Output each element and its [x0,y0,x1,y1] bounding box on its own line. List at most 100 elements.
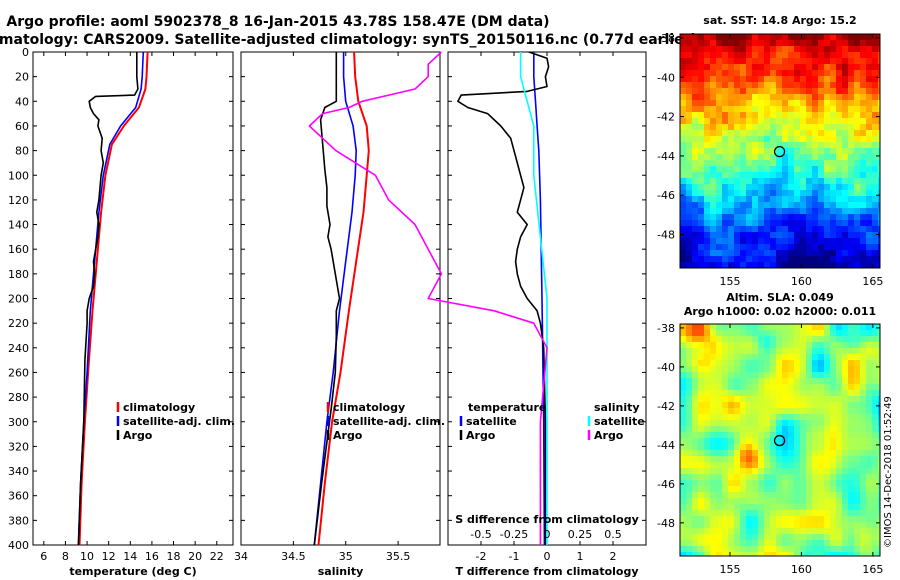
map-cell [872,172,878,178]
map-cell [734,40,740,46]
map-cell [872,190,878,196]
map-cell [746,552,752,556]
map-cell [746,504,752,510]
map-cell [824,438,830,444]
map-cell [692,40,698,46]
map-cell [722,208,728,214]
map-cell [716,112,722,118]
map-cell [752,438,758,444]
map-cell [698,106,704,112]
map-cell [692,462,698,468]
map-cell [872,372,878,378]
map-cell [752,238,758,244]
map-cell [722,82,728,88]
map-cell [758,70,764,76]
map-cell [800,118,806,124]
sla-map-title-2: Argo h1000: 0.02 h2000: 0.011 [684,305,876,318]
map-cell [878,238,880,244]
map-cell [830,76,836,82]
map-cell [752,450,758,456]
map-cell [866,208,872,214]
map-cell [848,498,854,504]
map-cell [878,118,880,124]
map-cell [818,360,824,366]
x-axis-label: T difference from climatology [455,565,638,578]
map-cell [878,220,880,226]
map-cell [806,34,812,40]
map-cell [776,504,782,510]
map-cell [728,468,734,474]
map-cell [716,372,722,378]
map-cell [788,402,794,408]
map-cell [776,136,782,142]
map-cell [818,256,824,262]
map-cell [848,46,854,52]
map-cell [818,330,824,336]
map-cell [710,438,716,444]
map-cell [716,390,722,396]
map-cell [872,534,878,540]
map-cell [698,196,704,202]
map-cell [740,208,746,214]
map-cell [860,46,866,52]
map-cell [836,226,842,232]
map-cell [680,190,686,196]
map-cell [680,324,686,330]
map-cell [704,160,710,166]
map-cell [722,534,728,540]
map-cell [788,552,794,556]
map-cell [788,124,794,130]
map-cell [722,336,728,342]
map-cell [860,136,866,142]
map-cell [758,232,764,238]
map-cell [710,226,716,232]
map-cell [698,354,704,360]
map-cell [728,202,734,208]
map-cell [806,52,812,58]
map-cell [770,226,776,232]
map-cell [776,510,782,516]
map-cell [854,330,860,336]
map-cell [728,372,734,378]
map-cell [824,432,830,438]
map-cell [866,76,872,82]
map-cell [800,256,806,262]
map-cell [722,366,728,372]
map-cell [836,552,842,556]
map-cell [692,330,698,336]
map-cell [746,420,752,426]
map-cell [704,324,710,330]
map-cell [872,262,878,268]
map-cell [848,166,854,172]
map-cell [716,190,722,196]
map-cell [740,396,746,402]
map-cell [722,552,728,556]
map-cell [722,100,728,106]
map-cell [704,552,710,556]
map-cell [710,324,716,330]
map-cell [806,420,812,426]
map-cell [722,426,728,432]
map-cell [806,100,812,106]
map-cell [722,348,728,354]
map-y-tick-label: -40 [657,71,675,84]
map-cell [848,528,854,534]
x-tick-label: 1 [577,550,584,563]
map-cell [680,178,686,184]
map-cell [800,480,806,486]
sla-map-title-1: Altim. SLA: 0.049 [726,291,833,304]
map-cell [836,474,842,480]
map-cell [680,94,686,100]
map-cell [776,196,782,202]
map-cell [872,444,878,450]
map-cell [866,40,872,46]
map-cell [716,474,722,480]
map-cell [740,402,746,408]
map-cell [740,480,746,486]
map-cell [866,238,872,244]
map-cell [770,402,776,408]
map-cell [800,226,806,232]
map-cell [746,34,752,40]
map-cell [758,528,764,534]
map-cell [812,148,818,154]
